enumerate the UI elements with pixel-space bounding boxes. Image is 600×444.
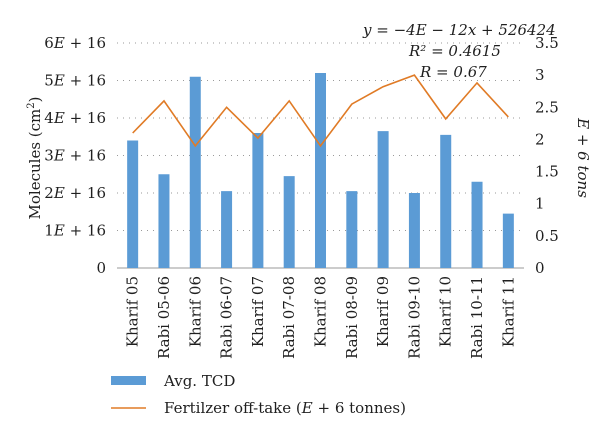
bar [252, 133, 264, 268]
right-tick-label: 2 [535, 130, 545, 148]
category-label: Kharif 06 [186, 276, 204, 347]
category-label: Rabi 09-10 [405, 276, 423, 359]
legend-swatch-bar [111, 376, 146, 385]
right-tick-label: 1.5 [535, 163, 559, 181]
equation-annotation: y = −4E − 12x + 526424 [362, 21, 556, 39]
right-tick-label: 3.5 [535, 34, 559, 52]
category-label: Kharif 05 [124, 276, 142, 347]
bar [315, 73, 326, 268]
category-label: Kharif 07 [249, 276, 267, 347]
bar [346, 191, 358, 268]
category-label: Rabi 08-09 [343, 276, 361, 359]
right-tick-label: 2.5 [535, 98, 559, 116]
bar [127, 140, 139, 268]
right-tick-label: 3 [535, 66, 545, 84]
category-label: Rabi 06-07 [218, 276, 236, 359]
r2-annotation: R² = 0.4615 [408, 42, 501, 60]
legend-label-line: Fertilzer off-take (E + 6 tonnes) [164, 399, 406, 417]
left-axis-ticks: 0 1E + 16 2E + 16 3E + 16 4E + 16 5E + 16 6E +… [44, 34, 106, 277]
category-label: Kharif 10 [437, 276, 455, 347]
line-series [132, 74, 509, 148]
r-annotation: R = 0.67 [419, 63, 487, 81]
left-axis-label: Molecules (cm2) [26, 97, 44, 220]
left-tick-label: 3E + 16 [44, 147, 106, 165]
bar [408, 193, 420, 268]
bar [377, 131, 389, 268]
left-tick-label: 0 [96, 259, 106, 277]
category-label: Rabi 05-06 [155, 276, 173, 359]
legend: Avg. TCD Fertilzer off-take (E + 6 tonne… [111, 372, 406, 417]
left-tick-label: 6E + 16 [44, 34, 106, 52]
left-tick-label: 1E + 16 [44, 222, 106, 240]
bar [471, 181, 483, 268]
right-tick-label: 0.5 [535, 227, 559, 245]
bar [189, 76, 201, 268]
left-tick-label: 5E + 16 [44, 72, 106, 90]
left-tick-label: 4E + 16 [44, 109, 106, 127]
bar [440, 134, 452, 268]
bar [283, 176, 295, 268]
left-tick-label: 2E + 16 [44, 184, 106, 202]
category-label: Rabi 10-11 [468, 276, 486, 359]
right-axis-label: E + 6 tons [574, 117, 592, 198]
legend-label-bar: Avg. TCD [163, 372, 235, 390]
category-label: Kharif 09 [374, 276, 392, 347]
right-axis-ticks: 0 0.5 1 1.5 2 2.5 3 3.5 [535, 34, 559, 277]
right-tick-label: 0 [535, 259, 545, 277]
category-labels: Kharif 05 Rabi 05-06 Kharif 06 Rabi 06-07 Kh… [124, 276, 518, 359]
category-label: Kharif 08 [312, 276, 330, 347]
bar [158, 174, 170, 268]
bar [221, 191, 233, 268]
category-label: Kharif 11 [499, 276, 517, 347]
bar-series [127, 73, 514, 268]
series-line [132, 74, 509, 148]
right-tick-label: 1 [535, 195, 545, 213]
bar [502, 213, 514, 268]
category-label: Rabi 07-08 [280, 276, 298, 359]
